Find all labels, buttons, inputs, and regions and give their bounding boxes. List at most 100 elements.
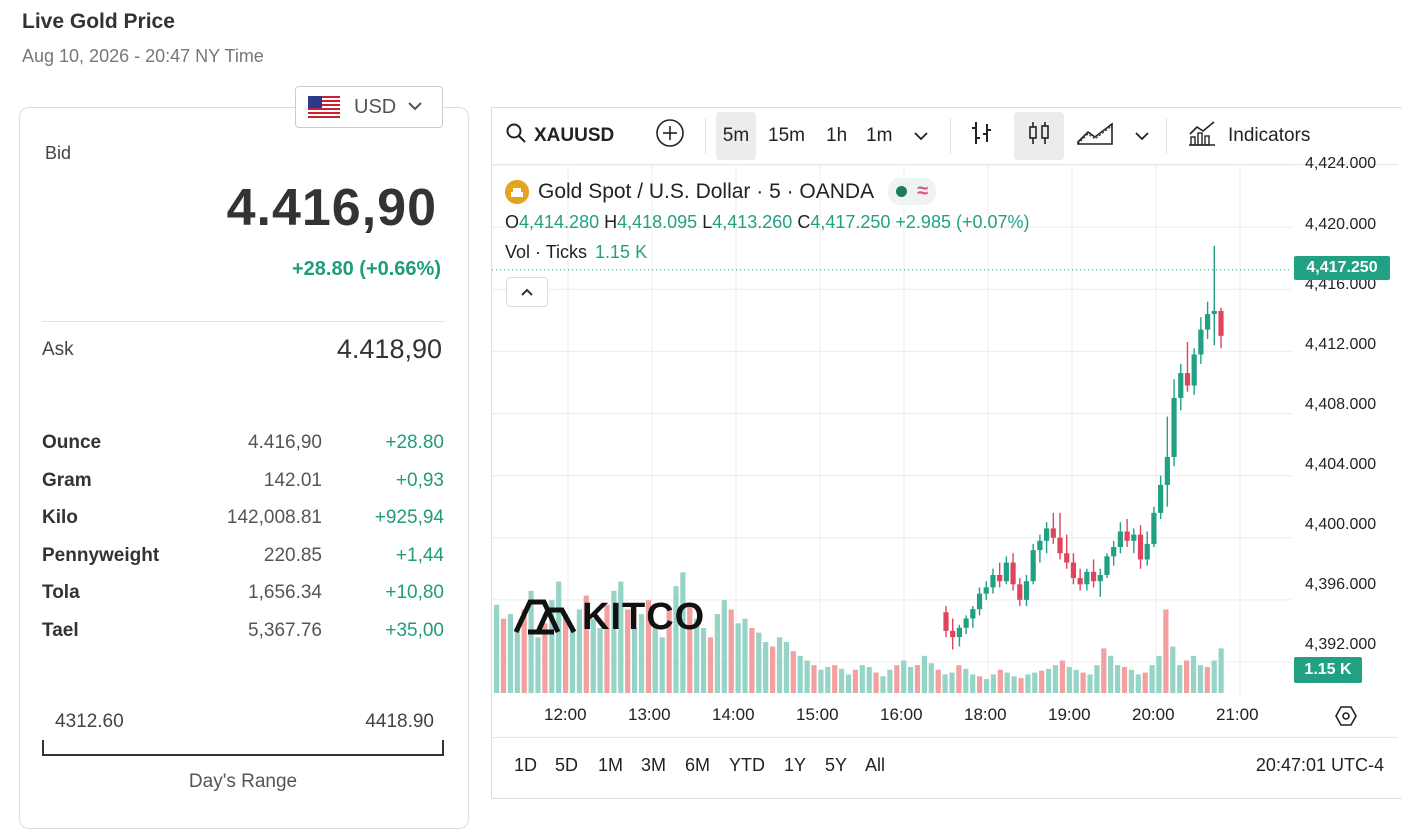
weight-change: +925,94	[374, 507, 444, 528]
period-all[interactable]: All	[865, 755, 886, 775]
add-symbol-button[interactable]	[655, 108, 685, 164]
indicators-icon	[1188, 120, 1216, 152]
candle-body	[1097, 574, 1103, 582]
volume-bar	[983, 679, 990, 693]
time-tick: 14:00	[712, 705, 755, 724]
period-bar: 1D 5D 1M 3M 6M YTD 1Y 5Y All 20:47:01 UT…	[492, 737, 1398, 796]
candle-body	[1064, 553, 1070, 563]
candle-body	[1010, 562, 1016, 585]
price-tick: 4,412.000	[1305, 336, 1377, 353]
volume-bar	[597, 628, 603, 693]
candle-body	[1124, 531, 1130, 541]
weight-price: 142,008.81	[226, 507, 322, 528]
period-5d[interactable]: 5D	[555, 755, 579, 775]
chart-settings-button[interactable]	[1334, 704, 1358, 733]
interval-1h[interactable]: 1h	[826, 125, 848, 146]
candle-body	[1218, 310, 1224, 336]
period-1y[interactable]: 1Y	[784, 755, 807, 775]
period-1m[interactable]: 1M	[598, 755, 624, 775]
volume-bar	[825, 667, 831, 693]
weight-change: +10,80	[385, 582, 444, 603]
candlestick-chart[interactable]	[492, 165, 1292, 695]
chart-type-dropdown[interactable]	[1135, 108, 1149, 164]
volume-bar	[1197, 665, 1203, 693]
collapse-legend-button[interactable]	[506, 277, 548, 307]
volume-bar	[811, 665, 817, 693]
volume-bar	[1039, 670, 1045, 693]
volume-bar	[576, 609, 582, 693]
volume-bar	[535, 637, 541, 693]
volume-bar	[1101, 648, 1107, 693]
volume-label: Vol · Ticks	[505, 242, 588, 262]
volume-bar	[494, 604, 500, 693]
close-label: C	[797, 212, 811, 232]
volume-bar	[1211, 660, 1217, 693]
interval-1m[interactable]: 1m	[866, 125, 893, 146]
candle-chart-type-button[interactable]	[1014, 112, 1064, 160]
candle-body	[1158, 484, 1164, 513]
volume-bar	[970, 674, 976, 693]
candle-body	[1131, 534, 1137, 541]
volume-bar	[618, 581, 624, 693]
volume-bar	[1066, 667, 1072, 693]
open-label: O	[505, 212, 520, 232]
period-3m[interactable]: 3M	[641, 755, 667, 775]
candle-body	[1198, 329, 1204, 355]
bid-change: +28.80 (+0.66%)	[292, 258, 441, 280]
volume-bar	[804, 660, 810, 693]
volume-bar	[521, 609, 527, 693]
plus-circle-icon	[655, 118, 685, 154]
close-value: 4,417.250	[810, 212, 891, 232]
kitco-watermark: KITCO	[513, 596, 704, 641]
period-5y[interactable]: 5Y	[825, 755, 848, 775]
price-tick: 4,396.000	[1305, 576, 1377, 593]
volume-bar	[894, 665, 900, 693]
currency-label: USD	[354, 95, 397, 118]
volume-bar	[873, 672, 879, 693]
volume-bar	[694, 618, 700, 693]
chevron-down-icon	[408, 98, 422, 116]
candle-body	[976, 593, 983, 610]
weight-unit: Tola	[42, 582, 80, 603]
chart-toolbar: XAUUSD 5m 15m 1h 1m	[492, 108, 1398, 165]
weight-unit: Ounce	[42, 432, 102, 453]
volume-bar	[666, 609, 672, 693]
low-label: L	[702, 212, 713, 232]
period-6m[interactable]: 6M	[685, 755, 711, 775]
indicators-button[interactable]: Indicators	[1188, 108, 1310, 164]
volume-bar	[797, 655, 803, 693]
high-label: H	[604, 212, 618, 232]
interval-5m[interactable]: 5m	[716, 112, 756, 160]
weight-unit: Tael	[42, 620, 79, 641]
range-low: 4312.60	[55, 711, 124, 732]
volume-bar	[645, 600, 651, 693]
volume-bar	[866, 667, 872, 693]
currency-dropdown[interactable]: USD	[295, 86, 443, 128]
volume-bar	[1177, 665, 1183, 693]
weight-price: 142.01	[263, 470, 322, 491]
volume-value: 1.15 K	[595, 242, 648, 262]
symbol-search[interactable]: XAUUSD	[506, 108, 614, 164]
volume-bar	[673, 586, 679, 693]
market-status-pill[interactable]: ≈	[888, 178, 937, 205]
volume-bar	[1121, 667, 1128, 693]
interval-dropdown[interactable]	[914, 108, 928, 164]
time-tick: 19:00	[1048, 705, 1091, 724]
period-ytd[interactable]: YTD	[729, 755, 765, 775]
time-tick: 20:00	[1132, 705, 1175, 724]
area-chart-type-button[interactable]	[1076, 108, 1114, 164]
period-1d[interactable]: 1D	[514, 755, 538, 775]
candle-body	[990, 574, 996, 588]
bar-chart-type-button[interactable]	[970, 108, 994, 164]
interval-15m[interactable]: 15m	[768, 125, 805, 146]
symbol-label: XAUUSD	[534, 125, 615, 146]
volume-bar	[790, 651, 796, 693]
time-tick: 18:00	[964, 705, 1007, 724]
volume-bar	[742, 618, 748, 693]
volume-bar	[604, 604, 610, 693]
volume-bar	[625, 609, 631, 693]
candle-body	[1090, 571, 1097, 582]
volume-bar	[1032, 672, 1038, 693]
volume-bar	[1218, 648, 1224, 693]
kitco-wordmark: KITCO	[582, 596, 706, 638]
